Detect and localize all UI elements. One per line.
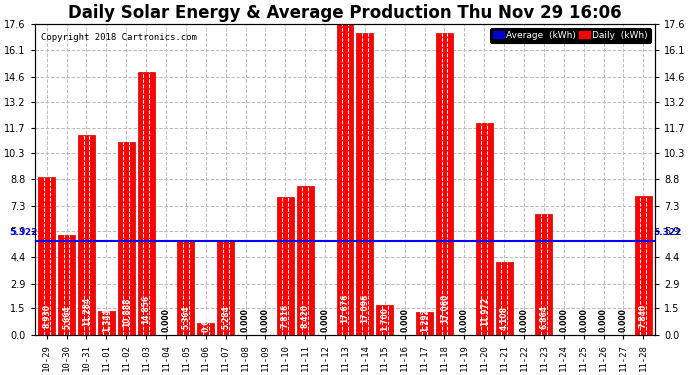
Bar (118, 142, 135, 335)
Text: Copyright 2018 Cartronics.com: Copyright 2018 Cartronics.com (41, 33, 197, 42)
Text: 0.000: 0.000 (261, 308, 270, 332)
Bar (476, 123, 493, 335)
Text: 0.000: 0.000 (619, 308, 628, 332)
Bar (98, 311, 115, 335)
Legend: Average  (kWh), Daily  (kWh): Average (kWh), Daily (kWh) (490, 28, 651, 43)
Text: 8.420: 8.420 (301, 304, 310, 328)
Bar (217, 242, 234, 335)
Text: 7.816: 7.816 (281, 304, 290, 328)
Text: 0.000: 0.000 (460, 308, 469, 332)
Text: 5.364: 5.364 (181, 306, 190, 329)
Bar (137, 72, 155, 335)
Bar (495, 262, 513, 335)
Bar (535, 213, 553, 335)
Text: 1.700: 1.700 (380, 308, 389, 332)
Text: 6.864: 6.864 (540, 304, 549, 328)
Text: 17.060: 17.060 (440, 294, 449, 323)
Text: 1.344: 1.344 (102, 308, 111, 332)
Title: Daily Solar Energy & Average Production Thu Nov 29 16:06: Daily Solar Energy & Average Production … (68, 4, 622, 22)
Text: 0.000: 0.000 (161, 308, 170, 332)
Text: 4.108: 4.108 (500, 306, 509, 330)
Bar (635, 196, 652, 335)
Bar (297, 186, 314, 335)
Text: 0.000: 0.000 (321, 308, 330, 332)
Text: 0.000: 0.000 (579, 308, 588, 332)
Text: 0.000: 0.000 (241, 308, 250, 332)
Text: 7.840: 7.840 (639, 304, 648, 328)
Text: 0.000: 0.000 (560, 308, 569, 332)
Text: 0.000: 0.000 (599, 308, 608, 332)
Text: 10.888: 10.888 (121, 297, 130, 327)
Bar (436, 33, 453, 335)
Bar (277, 197, 294, 335)
Bar (197, 323, 214, 335)
Text: 17.676: 17.676 (340, 294, 350, 323)
Bar (376, 305, 393, 335)
Bar (337, 22, 353, 335)
Text: 1.292: 1.292 (420, 308, 429, 332)
Text: 17.096: 17.096 (360, 294, 369, 323)
Bar (38, 177, 55, 335)
Text: 8.930: 8.930 (42, 303, 51, 327)
Text: 5.284: 5.284 (221, 306, 230, 330)
Text: 5.322: 5.322 (653, 228, 681, 237)
Text: 5.664: 5.664 (62, 306, 71, 329)
Bar (58, 235, 75, 335)
Text: 0.000: 0.000 (400, 308, 409, 332)
Bar (357, 33, 373, 335)
Bar (78, 135, 95, 335)
Text: 0.684: 0.684 (201, 308, 210, 332)
Text: 14.856: 14.856 (141, 295, 150, 324)
Text: 5.322: 5.322 (9, 228, 37, 237)
Bar (416, 312, 433, 335)
Text: 0.000: 0.000 (520, 308, 529, 332)
Text: 11.972: 11.972 (480, 297, 489, 326)
Text: 11.284: 11.284 (82, 297, 91, 326)
Bar (177, 240, 195, 335)
